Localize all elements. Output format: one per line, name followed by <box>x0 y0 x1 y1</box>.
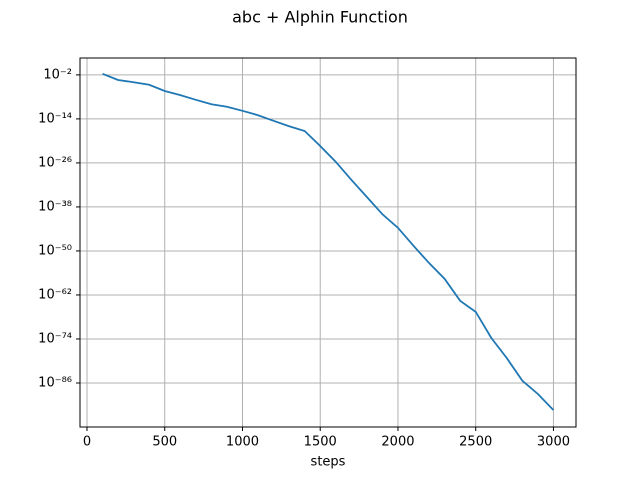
x-tick-label: 1000 <box>226 435 259 450</box>
chart-title: abc + Alphin Function <box>232 8 408 27</box>
y-tick-label: 10⁻⁷⁴ <box>38 331 72 346</box>
x-tick-label: 0 <box>83 435 91 450</box>
line-series <box>102 72 555 411</box>
plot-frame <box>79 57 577 428</box>
x-tick-label: 500 <box>152 435 177 450</box>
y-tick-label: 10⁻⁵⁰ <box>38 243 72 258</box>
x-tick-label: 1500 <box>304 435 337 450</box>
x-tick-label: 2000 <box>381 435 414 450</box>
x-axis-label: steps <box>311 455 346 470</box>
y-tick-label: 10⁻²⁶ <box>38 155 72 170</box>
y-tick-label: 10⁻¹⁴ <box>38 111 72 126</box>
y-tick-label: 10⁻⁸⁶ <box>38 375 72 390</box>
y-tick-label: 10⁻⁶² <box>38 287 72 302</box>
x-tick-label: 2500 <box>459 435 492 450</box>
y-tick-label: 10⁻³⁸ <box>38 199 72 214</box>
x-tick-label: 3000 <box>537 435 570 450</box>
y-tick-label: 10⁻² <box>43 67 72 82</box>
